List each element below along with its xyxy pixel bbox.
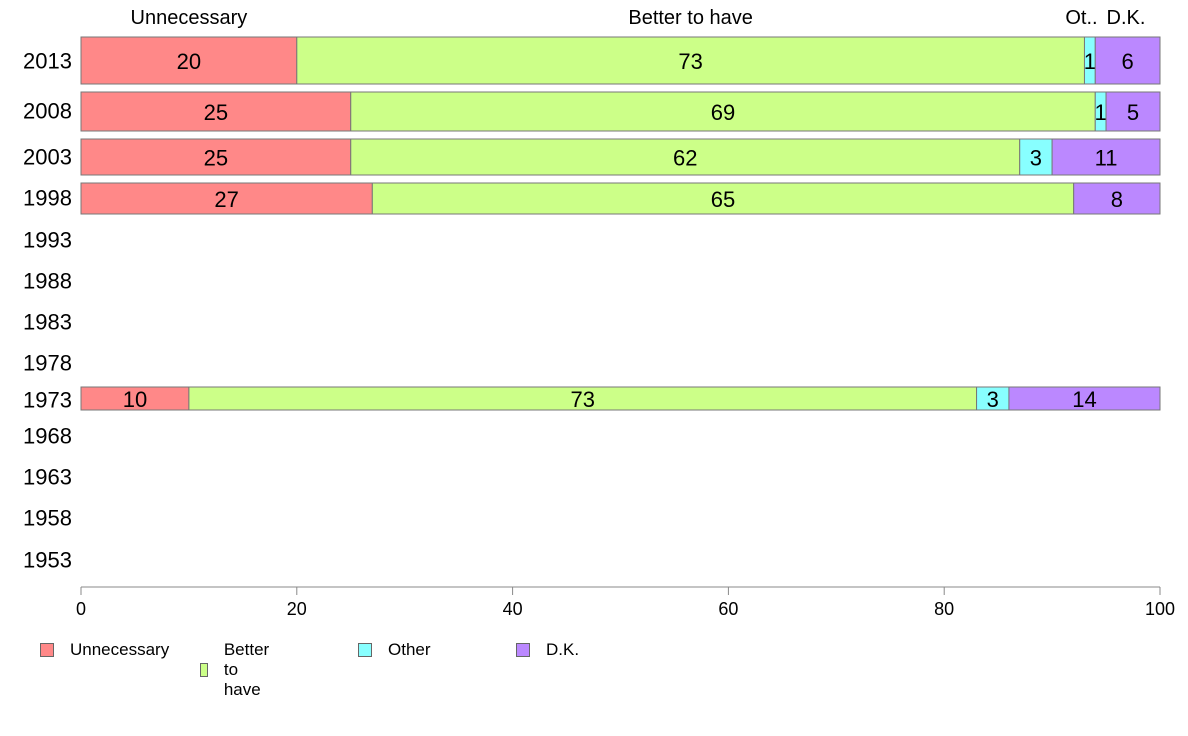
data-label: 3	[1030, 146, 1042, 171]
bar-segment	[80, 138, 352, 176]
data-label: 20	[177, 49, 201, 74]
bar-segment	[1073, 182, 1161, 215]
y-tick-label: 1963	[23, 465, 72, 490]
legend-label: Better to have	[223, 640, 270, 699]
data-label: 8	[1111, 187, 1123, 212]
x-tick-label: 40	[503, 599, 523, 619]
legend-label: D.K.	[546, 640, 580, 659]
y-tick-label: 1973	[23, 388, 72, 413]
data-label: 27	[214, 187, 238, 212]
x-tick-label: 60	[718, 599, 738, 619]
data-label: 25	[204, 146, 228, 171]
data-label: 65	[711, 187, 735, 212]
legend-item-other: Other	[358, 640, 431, 660]
bar-segment	[1094, 36, 1161, 85]
y-tick-label: 2008	[23, 99, 72, 124]
bar-segment	[80, 182, 373, 215]
legend-swatch	[358, 643, 372, 657]
top-category-label: Ot..	[1065, 7, 1097, 29]
legend-item-dk: D.K.	[516, 640, 579, 660]
bar-segment	[296, 36, 1085, 85]
x-tick-label: 100	[1145, 599, 1175, 619]
data-label: 25	[204, 100, 228, 125]
stacked-bar-chart: 2013200820031998199319881983197819731968…	[23, 7, 1175, 619]
legend-swatch	[40, 643, 54, 657]
legend-item-better-to-have: Better to have	[200, 640, 275, 700]
y-tick-label: 1958	[23, 506, 72, 531]
y-tick-label: 1998	[23, 186, 72, 211]
data-label: 62	[673, 146, 697, 171]
bar-segment	[1051, 138, 1161, 176]
data-label: 11	[1095, 146, 1118, 171]
top-category-label: Unnecessary	[131, 7, 248, 29]
y-tick-label: 1993	[23, 228, 72, 253]
legend-swatch	[200, 663, 208, 677]
y-tick-label: 2013	[23, 49, 72, 74]
bar-segment	[1008, 386, 1161, 411]
data-label: 1	[1084, 49, 1096, 74]
legend-item-unnecessary: Unnecessary	[40, 640, 169, 660]
legend-label: Unnecessary	[70, 640, 170, 659]
legend-swatch	[516, 643, 530, 657]
y-tick-label: 1968	[23, 424, 72, 449]
bar-segment	[1019, 138, 1053, 176]
y-tick-label: 1983	[23, 310, 72, 335]
bar-segment	[371, 182, 1075, 215]
bar-segment	[1105, 91, 1161, 132]
data-label: 73	[678, 49, 702, 74]
data-label: 5	[1127, 100, 1139, 125]
data-label: 3	[987, 387, 999, 412]
x-tick-label: 0	[76, 599, 86, 619]
data-label: 6	[1122, 49, 1134, 74]
y-tick-label: 1978	[23, 351, 72, 376]
x-tick-label: 80	[934, 599, 954, 619]
data-label: 69	[711, 100, 735, 125]
x-tick-label: 20	[287, 599, 307, 619]
y-tick-label: 1988	[23, 269, 72, 294]
bar-segment	[350, 138, 1021, 176]
y-tick-label: 1953	[23, 548, 72, 573]
bar-segment	[350, 91, 1096, 132]
data-label: 10	[123, 387, 147, 412]
data-label: 73	[570, 387, 594, 412]
legend-label: Other	[388, 640, 431, 659]
top-category-label: D.K.	[1107, 7, 1146, 29]
bar-segment	[80, 36, 298, 85]
y-tick-label: 2003	[23, 145, 72, 170]
data-label: 1	[1095, 100, 1107, 125]
top-category-label: Better to have	[628, 7, 753, 29]
data-label: 14	[1072, 387, 1096, 412]
